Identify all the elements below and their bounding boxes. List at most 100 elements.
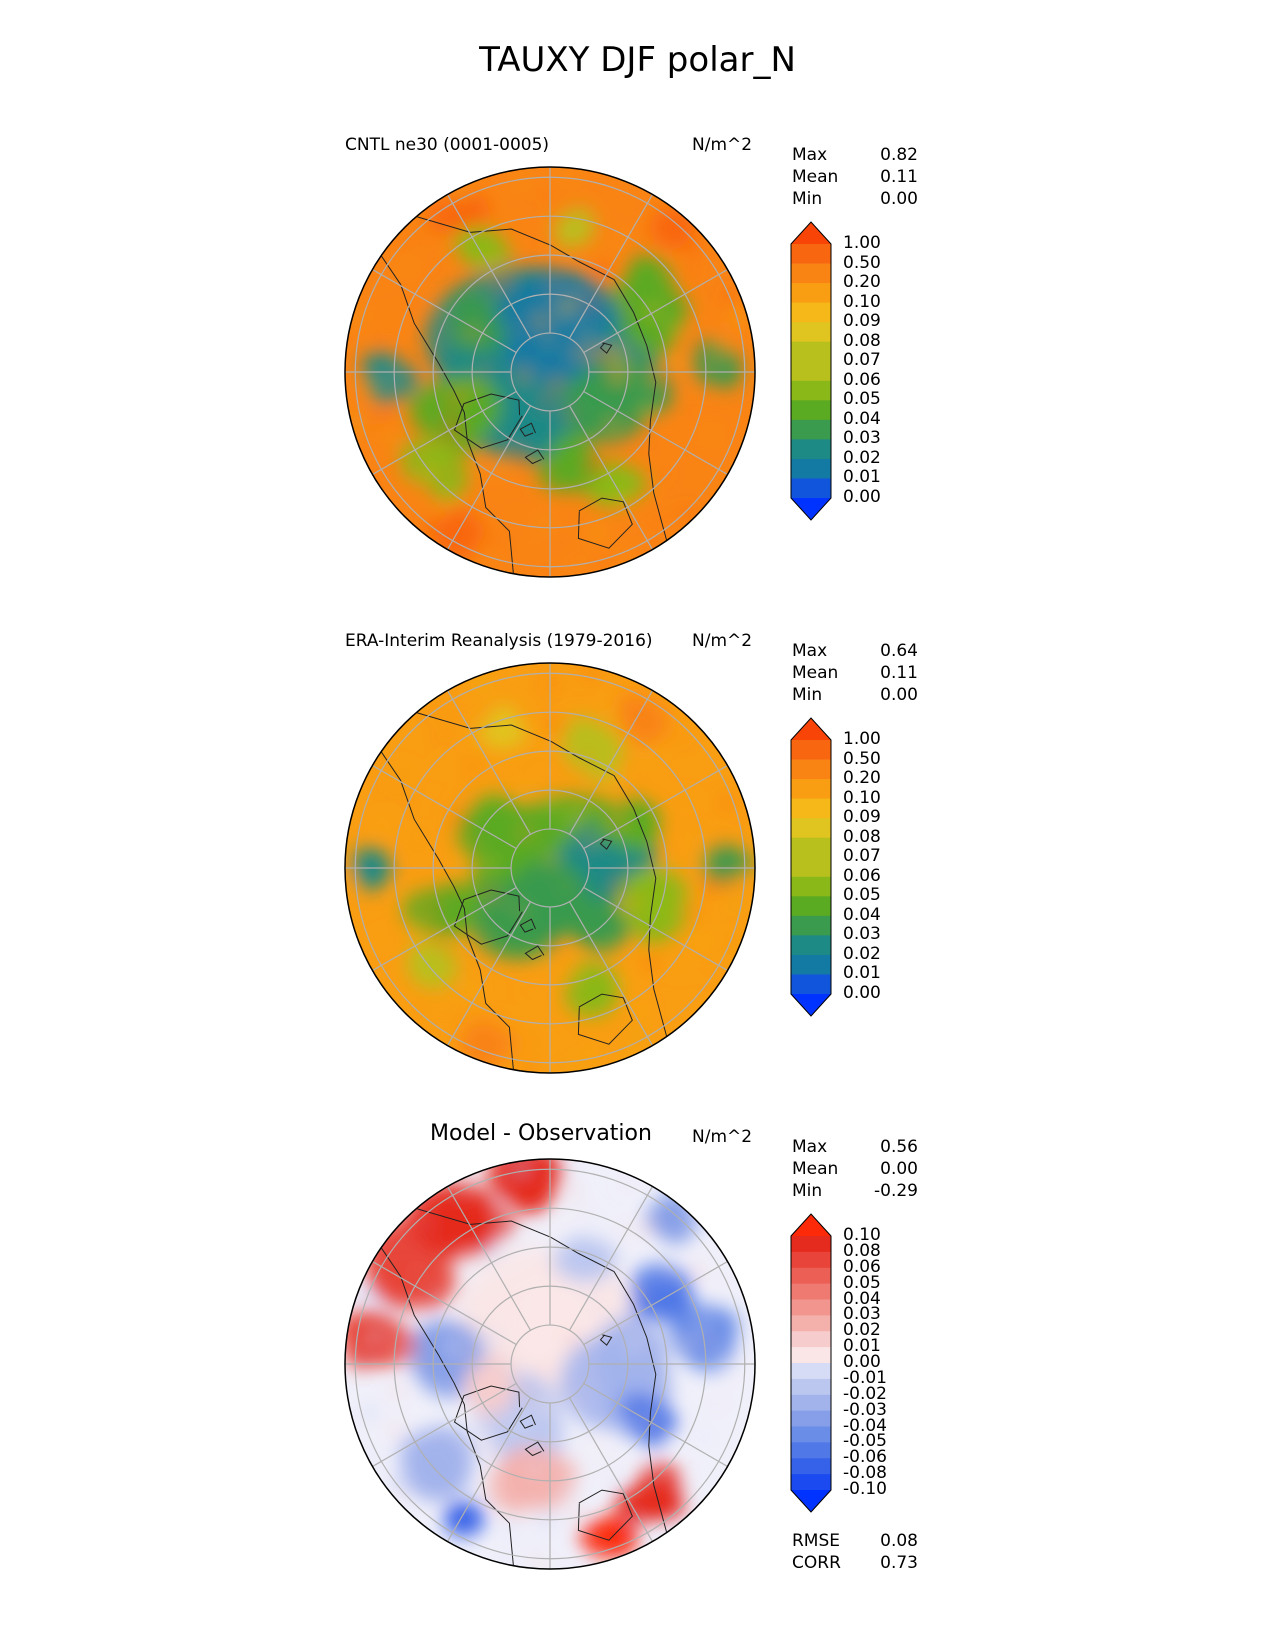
field-speckle	[725, 1407, 739, 1420]
colorbar-outline	[790, 221, 832, 521]
field-speckle	[492, 1480, 501, 1489]
panel-1-stat-label: Min	[792, 189, 823, 209]
field-speckle	[651, 327, 657, 332]
colorbar-band	[791, 380, 831, 401]
field-speckle	[719, 442, 724, 447]
field-speckle	[517, 367, 532, 383]
panel-1-stat-value: 0.00	[880, 189, 918, 209]
field-speckle	[539, 1364, 550, 1374]
field-speckle	[573, 1395, 583, 1405]
field-speckle	[560, 167, 575, 182]
field-speckle	[718, 317, 734, 334]
colorbar-tick-label: 0.06	[843, 1256, 881, 1277]
field-speckle	[645, 776, 655, 785]
field-speckle	[612, 879, 625, 892]
field-speckle	[382, 312, 397, 326]
field-speckle	[651, 529, 656, 535]
field-speckle	[472, 381, 483, 392]
field-blob	[458, 1022, 499, 1066]
field-blob	[504, 1447, 560, 1509]
field-speckle	[684, 1353, 696, 1365]
colorbar-band	[791, 341, 831, 362]
field-speckle	[409, 1352, 422, 1364]
field-speckle	[557, 674, 564, 681]
colorbar-band	[791, 439, 831, 460]
field-speckle	[419, 376, 428, 385]
field-speckle	[400, 794, 407, 801]
panel-1-colorbar	[790, 221, 832, 521]
field-speckle	[606, 708, 618, 720]
field-speckle	[729, 1374, 735, 1381]
colorbar-band	[791, 818, 831, 839]
colorbar-tick-label: 0.10	[843, 1225, 881, 1245]
field-blob	[430, 1196, 487, 1252]
coastline	[524, 449, 545, 465]
field-blob	[649, 208, 693, 248]
field-speckle	[588, 244, 597, 253]
field-speckle	[388, 1422, 403, 1438]
field-speckle	[510, 445, 524, 459]
field-speckle	[693, 1269, 705, 1281]
field-speckle	[442, 1369, 452, 1379]
panel-3-stat-label: Mean	[792, 1159, 839, 1179]
field-speckle	[572, 346, 586, 361]
field-speckle	[564, 408, 575, 420]
colorbar-band	[791, 876, 831, 897]
field-speckle	[532, 1549, 539, 1556]
field-speckle	[623, 438, 632, 447]
colorbar-band	[791, 1474, 831, 1491]
coastline	[417, 712, 668, 1037]
field-speckle	[479, 714, 493, 727]
colorbar-band	[791, 974, 831, 995]
field-speckle	[385, 1303, 394, 1312]
field-speckle	[497, 462, 508, 473]
field-speckle	[377, 819, 389, 831]
colorbar-tick-label: 0.07	[843, 846, 881, 867]
field-speckle	[567, 1213, 575, 1220]
field-speckle	[655, 467, 667, 479]
field-speckle	[362, 1339, 369, 1346]
panel-3-units: N/m^2	[692, 1127, 753, 1147]
field-blob	[474, 811, 528, 885]
field-speckle	[523, 1310, 529, 1315]
colorbar-tick-label: 0.50	[843, 748, 881, 769]
field-speckle	[440, 732, 449, 740]
field-speckle	[704, 429, 716, 441]
field-speckle	[513, 326, 520, 333]
field-speckle	[583, 528, 590, 535]
colorbar-tick-label: 0.10	[843, 787, 881, 808]
field-speckle	[574, 1037, 582, 1045]
colorbar-tick-label: 1.00	[843, 729, 881, 749]
field-speckle	[532, 312, 549, 329]
field-speckle	[396, 1478, 411, 1493]
field-speckle	[512, 1161, 527, 1177]
field-speckle	[640, 1219, 657, 1236]
coastline	[577, 993, 633, 1045]
field-speckle	[447, 337, 452, 342]
colorbar-tick-label: 0.03	[843, 924, 881, 945]
colorbar-extend-min	[791, 1490, 831, 1512]
field-speckle	[496, 1345, 503, 1351]
colorbar-tick-label: 0.03	[843, 428, 881, 449]
coastline	[453, 393, 523, 449]
field-speckle	[698, 1432, 711, 1445]
field-speckle	[435, 467, 447, 479]
panel-3-stat-value: -0.29	[874, 1181, 918, 1201]
field-speckle	[424, 913, 429, 919]
colorbar-band	[791, 244, 831, 265]
field-speckle	[656, 1531, 663, 1537]
field-speckle	[528, 1035, 539, 1046]
field-speckle	[528, 1312, 535, 1320]
field-speckle	[515, 183, 521, 189]
field-speckle	[604, 936, 612, 944]
coastline	[417, 1208, 668, 1533]
coastline	[599, 342, 613, 354]
coastline	[524, 1441, 545, 1457]
figure-title: TAUXY DJF polar_N	[479, 40, 796, 80]
colorbar-tick-label: 0.20	[843, 768, 881, 789]
field-speckle	[608, 813, 624, 829]
panel-2-stat-label: Max	[792, 641, 828, 661]
meridian-line	[372, 886, 517, 972]
meridian-line	[372, 1382, 517, 1468]
colorbar-band	[791, 1458, 831, 1475]
